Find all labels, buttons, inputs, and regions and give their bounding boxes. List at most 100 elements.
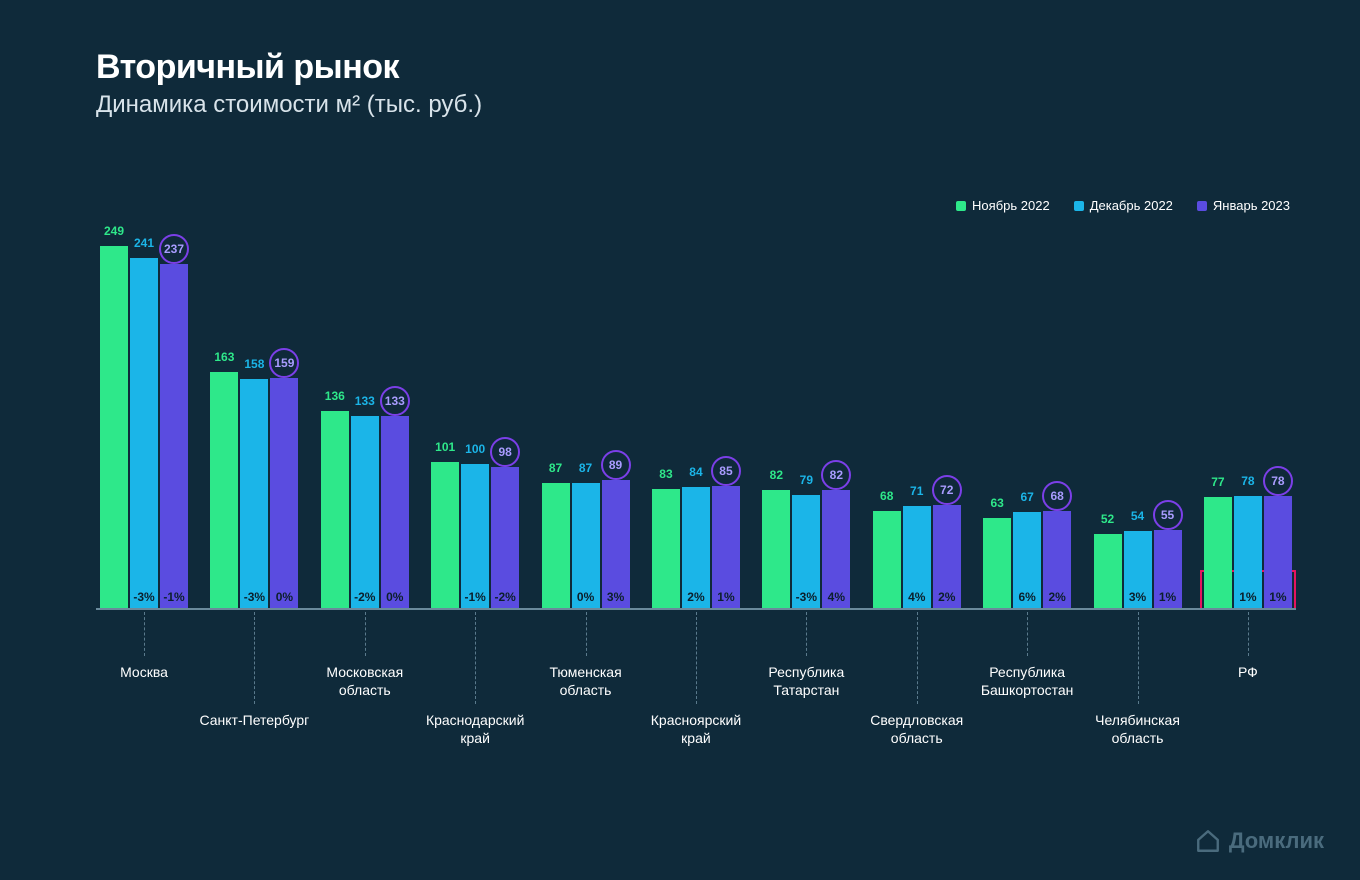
x-axis-labels: Москва Санкт-Петербург Московскаяобласть Кр… <box>96 612 1296 772</box>
bar: 1590% <box>270 378 298 610</box>
bar-value-circled: 133 <box>380 386 410 416</box>
bar-fill <box>491 467 519 610</box>
bar: 851% <box>712 486 740 610</box>
legend-swatch <box>956 201 966 211</box>
bar-fill <box>762 490 790 610</box>
category-label: Краснодарскийкрай <box>426 712 524 747</box>
bar-value: 84 <box>689 465 702 479</box>
bar-pct-change: 0% <box>276 590 293 604</box>
bar-value: 136 <box>325 389 345 403</box>
bar: 241-3% <box>130 258 158 610</box>
bar-value-circled: 85 <box>711 456 741 486</box>
legend-swatch <box>1197 201 1207 211</box>
bar-value: 241 <box>134 236 154 250</box>
bar-value: 54 <box>1131 509 1144 523</box>
bar: 158-3% <box>240 379 268 610</box>
bar: 722% <box>933 505 961 610</box>
bar-fill <box>461 464 489 610</box>
bar-pct-change: 3% <box>607 590 624 604</box>
bar-value: 77 <box>1211 475 1224 489</box>
legend-label: Январь 2023 <box>1213 198 1290 213</box>
bar: 682% <box>1043 511 1071 610</box>
category-label: РФ <box>1238 664 1258 682</box>
bar-pct-change: -3% <box>244 590 265 604</box>
category-label: Свердловскаяобласть <box>870 712 963 747</box>
bar-pct-change: 2% <box>1048 590 1065 604</box>
bar-group: 77781%781% <box>1204 496 1292 610</box>
bar: 893% <box>602 480 630 610</box>
bar-fill <box>381 416 409 610</box>
bar-value: 78 <box>1241 474 1254 488</box>
bar-fill <box>160 264 188 610</box>
bar: 77 <box>1204 497 1232 610</box>
bar-value-circled: 159 <box>269 348 299 378</box>
category-label: РеспубликаТатарстан <box>768 664 844 699</box>
bar-pct-change: 1% <box>1239 590 1256 604</box>
bar: 543% <box>1124 531 1152 610</box>
bar-groups: 249241-3%237-1%163158-3%1590%136133-2%13… <box>96 230 1296 610</box>
brand-name: Домклик <box>1229 828 1324 854</box>
bar: 781% <box>1264 496 1292 610</box>
chart-header: Вторичный рынок Динамика стоимости м² (т… <box>0 0 1360 119</box>
bar-fill <box>100 246 128 610</box>
bar-value: 79 <box>800 473 813 487</box>
bar-value-circled: 55 <box>1153 500 1183 530</box>
bar-pct-change: 1% <box>1159 590 1176 604</box>
category-label: Москва <box>120 664 168 682</box>
chart-subtitle: Динамика стоимости м² (тыс. руб.) <box>96 91 1360 119</box>
bar-pct-change: 2% <box>938 590 955 604</box>
chart-legend: Ноябрь 2022Декабрь 2022Январь 2023 <box>956 198 1290 213</box>
bar-pct-change: 6% <box>1018 590 1035 604</box>
bar-fill <box>351 416 379 610</box>
house-icon <box>1195 828 1221 854</box>
legend-swatch <box>1074 201 1084 211</box>
bar: 136 <box>321 411 349 610</box>
bar-value: 133 <box>355 394 375 408</box>
bar-pct-change: 0% <box>577 590 594 604</box>
bar-group: 136133-2%1330% <box>321 411 409 610</box>
category-label: Московскаяобласть <box>326 664 403 699</box>
bar-group: 87870%893% <box>542 480 630 610</box>
bar: 714% <box>903 506 931 610</box>
bar-group: 163158-3%1590% <box>210 372 298 610</box>
bar-fill <box>270 378 298 610</box>
bar-value-circled: 78 <box>1263 466 1293 496</box>
bar-group: 101100-1%98-2% <box>431 462 519 610</box>
bar-fill <box>542 483 570 610</box>
bar-pct-change: -1% <box>163 590 184 604</box>
bar: 63 <box>983 518 1011 610</box>
bar-pct-change: 1% <box>717 590 734 604</box>
bar-value: 52 <box>1101 512 1114 526</box>
bar-value: 83 <box>659 467 672 481</box>
category-label: Челябинскаяобласть <box>1095 712 1180 747</box>
category-label: Санкт-Петербург <box>199 712 309 730</box>
bar-value: 87 <box>549 461 562 475</box>
bar-pct-change: -2% <box>495 590 516 604</box>
bar-pct-change: -2% <box>354 590 375 604</box>
bar-fill <box>983 518 1011 610</box>
bar: 824% <box>822 490 850 610</box>
bar-fill <box>210 372 238 610</box>
bar-value-circled: 237 <box>159 234 189 264</box>
bar-group: 83842%851% <box>652 486 740 610</box>
bar-value: 249 <box>104 224 124 238</box>
bar: 98-2% <box>491 467 519 610</box>
bar-pct-change: 1% <box>1269 590 1286 604</box>
bar: 237-1% <box>160 264 188 610</box>
bar-pct-change: 4% <box>828 590 845 604</box>
bar-group: 8279-3%824% <box>762 490 850 610</box>
bar-pct-change: -3% <box>796 590 817 604</box>
bar-group: 68714%722% <box>873 505 961 610</box>
bar: 79-3% <box>792 495 820 610</box>
bar-value-circled: 68 <box>1042 481 1072 511</box>
bar: 101 <box>431 462 459 610</box>
bar-value: 67 <box>1020 490 1033 504</box>
bar-value: 71 <box>910 484 923 498</box>
bar-value: 158 <box>244 357 264 371</box>
bar-value: 87 <box>579 461 592 475</box>
category-label: РеспубликаБашкортостан <box>981 664 1074 699</box>
legend-label: Декабрь 2022 <box>1090 198 1173 213</box>
bar: 133-2% <box>351 416 379 610</box>
bar: 163 <box>210 372 238 610</box>
bar-pct-change: 3% <box>1129 590 1146 604</box>
